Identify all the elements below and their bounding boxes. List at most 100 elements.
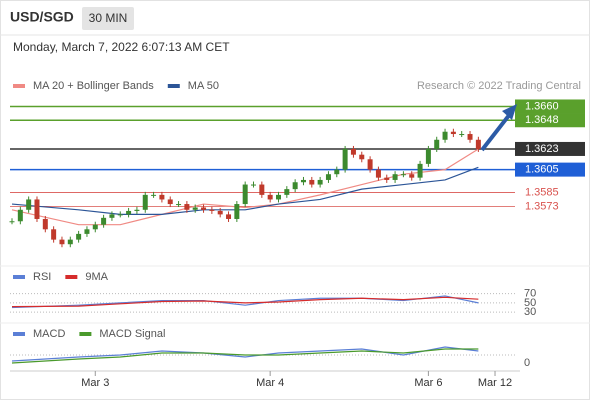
candle xyxy=(359,154,365,160)
candle xyxy=(417,163,423,178)
candle xyxy=(309,179,315,185)
candle xyxy=(209,209,215,211)
x-tick-label: Mar 3 xyxy=(81,377,109,389)
x-tick-label: Mar 4 xyxy=(256,377,284,389)
legend-label: 9MA xyxy=(85,271,108,283)
candle xyxy=(192,207,198,210)
candle xyxy=(234,204,240,219)
candle xyxy=(126,210,132,215)
level-label: 1.3605 xyxy=(525,164,559,176)
legend-label: MACD xyxy=(33,328,65,340)
candle xyxy=(350,148,356,155)
candle xyxy=(467,134,473,140)
candle xyxy=(67,239,73,245)
source: Research © 2022 Trading Central xyxy=(417,80,581,92)
candle xyxy=(42,218,48,230)
candle xyxy=(342,148,348,170)
legend-label: MACD Signal xyxy=(99,328,165,340)
series-line xyxy=(11,348,479,364)
candle xyxy=(434,139,440,149)
candle xyxy=(217,210,223,215)
candle xyxy=(242,184,248,205)
candle xyxy=(300,179,306,183)
candle xyxy=(101,217,107,225)
candle xyxy=(267,194,273,200)
level-label: 1.3573 xyxy=(525,200,559,212)
series-line xyxy=(11,296,479,308)
level-box xyxy=(515,113,585,128)
legend-label: MA 20 + Bollinger Bands xyxy=(33,80,154,92)
level-box xyxy=(515,99,585,114)
candle xyxy=(109,214,115,218)
candle xyxy=(392,174,398,180)
candle xyxy=(142,194,148,210)
series-line xyxy=(11,166,479,215)
candle xyxy=(384,177,390,180)
candle xyxy=(251,184,257,186)
candle xyxy=(226,214,232,219)
x-tick-label: Mar 12 xyxy=(478,377,512,389)
candle xyxy=(201,207,207,210)
candle xyxy=(34,199,40,219)
candle xyxy=(92,224,98,230)
y-tick-label: 0 xyxy=(524,357,530,369)
x-tick-label: Mar 6 xyxy=(414,377,442,389)
arrow-head xyxy=(502,104,517,120)
candle xyxy=(292,182,298,190)
candle xyxy=(400,174,406,176)
candle xyxy=(367,159,373,170)
legend-swatch xyxy=(13,332,25,336)
legend-swatch xyxy=(79,332,92,336)
candle xyxy=(134,209,140,211)
candle xyxy=(334,169,340,175)
candle xyxy=(425,148,431,164)
symbol: USD/SGD xyxy=(10,9,74,25)
candle xyxy=(450,131,456,135)
legend-label: MA 50 xyxy=(188,80,219,92)
candle xyxy=(9,221,15,223)
y-tick-label: 30 xyxy=(524,306,536,318)
candle xyxy=(442,131,448,140)
candle xyxy=(375,169,381,178)
plot: Mar 3 Mar 4 Mar 6 Mar 12 Research © 2022 Tra… xyxy=(9,80,585,389)
candle xyxy=(409,174,415,178)
candle xyxy=(167,199,173,205)
legend-swatch xyxy=(65,275,78,279)
candle xyxy=(176,204,182,206)
candle xyxy=(184,204,190,210)
interval-badge[interactable] xyxy=(82,7,134,30)
candle xyxy=(59,239,65,245)
candle xyxy=(117,214,123,216)
candle xyxy=(259,184,265,195)
level-label: 1.3623 xyxy=(525,143,559,155)
datetime: Monday, March 7, 2022 6:07:13 AM CET xyxy=(13,40,230,54)
series-line xyxy=(11,148,479,226)
level-box xyxy=(515,162,585,177)
interval[interactable]: 30 MIN xyxy=(89,11,128,25)
candle xyxy=(76,233,82,240)
candle xyxy=(475,139,481,149)
candle xyxy=(325,174,331,180)
candle xyxy=(51,229,57,240)
candle xyxy=(459,134,465,136)
level-label: 1.3648 xyxy=(525,114,559,126)
candle xyxy=(317,179,323,185)
candle xyxy=(17,209,23,222)
legend-swatch xyxy=(13,275,25,279)
candle xyxy=(284,189,290,195)
candle xyxy=(151,194,157,196)
trend-arrow xyxy=(480,112,512,152)
level-label: 1.3585 xyxy=(525,186,559,198)
legend-swatch xyxy=(167,84,180,88)
legend-label: RSI xyxy=(33,271,51,283)
level-label: 1.3660 xyxy=(525,100,559,112)
candle xyxy=(26,199,32,210)
legend-swatch xyxy=(13,84,25,88)
candle xyxy=(275,194,281,200)
candle xyxy=(84,229,90,234)
candle xyxy=(159,194,165,200)
y-tick-label: 50 xyxy=(524,297,536,309)
y-tick-label: 70 xyxy=(524,288,536,300)
level-box xyxy=(515,141,585,156)
